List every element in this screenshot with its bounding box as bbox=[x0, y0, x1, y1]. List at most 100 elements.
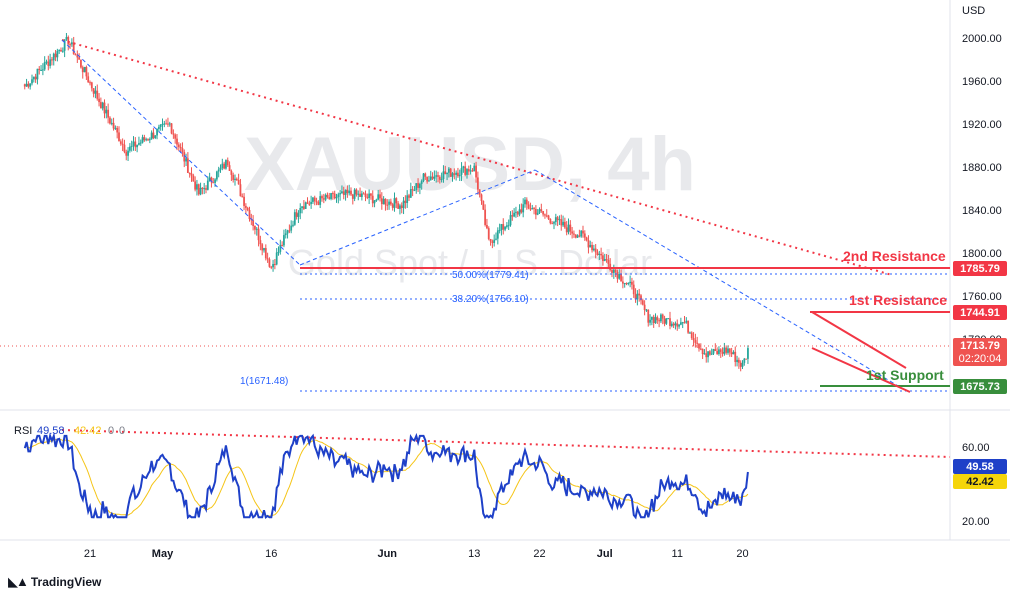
candle bbox=[632, 280, 635, 298]
candle bbox=[206, 176, 209, 191]
candle bbox=[747, 345, 749, 364]
candle bbox=[618, 269, 621, 280]
candle bbox=[458, 169, 461, 181]
candle bbox=[257, 224, 260, 247]
candle bbox=[72, 36, 75, 55]
candle bbox=[670, 321, 673, 328]
candle bbox=[170, 122, 173, 135]
candle bbox=[446, 172, 448, 181]
candle bbox=[580, 230, 583, 238]
rsi-ma-value-label: 42.42 bbox=[953, 474, 1007, 489]
candle bbox=[130, 140, 133, 152]
tradingview-icon: ◣▲ bbox=[8, 574, 29, 589]
fib-diagonal-2[interactable] bbox=[299, 169, 536, 266]
candle bbox=[165, 119, 168, 125]
candle bbox=[422, 173, 425, 183]
candle bbox=[605, 254, 608, 263]
candle bbox=[313, 195, 316, 206]
candle bbox=[159, 124, 162, 131]
candle bbox=[235, 177, 238, 181]
price-axis: 2000.00 1960.00 1920.00 1880.00 1840.00 1800.… bbox=[962, 33, 1002, 346]
rsi-tick-label: 20.00 bbox=[962, 516, 990, 528]
rsi-legend[interactable]: RSI 49.58 42.42 0 0 bbox=[14, 425, 125, 437]
price-tick-label: 1920.00 bbox=[962, 119, 1002, 131]
tradingview-logo[interactable]: ◣▲ TradingView bbox=[8, 574, 101, 590]
candle bbox=[391, 202, 394, 211]
candle bbox=[74, 53, 77, 56]
candle bbox=[676, 319, 679, 331]
candle bbox=[302, 200, 305, 211]
candle bbox=[647, 309, 650, 327]
candle bbox=[447, 167, 450, 178]
falling-wedge-lower[interactable] bbox=[811, 347, 911, 393]
rsi-legend-label: RSI bbox=[14, 425, 32, 437]
candle bbox=[382, 196, 385, 205]
candle bbox=[194, 176, 197, 192]
candle bbox=[290, 220, 293, 234]
candle bbox=[346, 185, 349, 198]
candle bbox=[674, 321, 677, 330]
candle bbox=[134, 137, 137, 151]
candle bbox=[341, 185, 343, 194]
candle bbox=[429, 170, 432, 181]
svg-text:42.42: 42.42 bbox=[966, 476, 994, 488]
candle bbox=[607, 254, 610, 268]
price-label-last: 1713.79 02:20:04 bbox=[953, 338, 1007, 366]
candle bbox=[188, 172, 191, 178]
candle bbox=[703, 349, 706, 355]
candle bbox=[214, 178, 216, 187]
candle bbox=[292, 220, 294, 228]
candle bbox=[58, 49, 61, 54]
fib-diagonal-1[interactable] bbox=[61, 39, 301, 266]
candle bbox=[205, 185, 207, 194]
candle bbox=[60, 47, 62, 52]
candle bbox=[600, 247, 603, 260]
candle bbox=[273, 259, 276, 270]
candle bbox=[730, 347, 733, 358]
candle bbox=[544, 213, 546, 219]
candle bbox=[482, 200, 485, 211]
candle bbox=[76, 50, 79, 64]
candle bbox=[342, 186, 345, 200]
candle bbox=[400, 202, 403, 214]
candle bbox=[89, 80, 91, 86]
candle bbox=[498, 223, 501, 234]
fib-diagonal-3[interactable] bbox=[534, 169, 906, 391]
candle bbox=[484, 204, 487, 227]
candle bbox=[587, 235, 590, 254]
candle bbox=[243, 193, 245, 211]
falling-wedge-upper[interactable] bbox=[811, 311, 907, 369]
candle bbox=[654, 313, 657, 324]
candle bbox=[661, 313, 664, 325]
candle bbox=[116, 125, 119, 139]
price-label-1st-resistance: 1744.91 bbox=[953, 305, 1007, 320]
candle bbox=[353, 188, 356, 202]
candle bbox=[203, 182, 206, 195]
candle bbox=[32, 76, 35, 83]
candle bbox=[67, 35, 70, 51]
rsi-value-label: 49.58 bbox=[953, 459, 1007, 474]
candle bbox=[505, 222, 508, 229]
candle bbox=[502, 218, 505, 235]
candle bbox=[344, 189, 347, 201]
candle bbox=[366, 193, 369, 200]
candle bbox=[685, 317, 688, 324]
rsi-legend-extra-2: 0 bbox=[119, 425, 125, 437]
candle bbox=[56, 48, 59, 62]
candle bbox=[524, 197, 526, 208]
candle bbox=[536, 209, 539, 216]
candle bbox=[186, 152, 189, 174]
candle bbox=[288, 224, 291, 234]
candle bbox=[373, 200, 376, 208]
candle bbox=[94, 86, 97, 99]
candle bbox=[509, 211, 512, 227]
candle bbox=[627, 282, 630, 286]
candle bbox=[61, 47, 64, 53]
candle bbox=[678, 323, 680, 329]
rsi-trendline[interactable] bbox=[61, 429, 951, 458]
candle bbox=[493, 234, 496, 247]
candle bbox=[603, 253, 606, 262]
candle bbox=[616, 269, 619, 283]
candle bbox=[123, 139, 126, 154]
